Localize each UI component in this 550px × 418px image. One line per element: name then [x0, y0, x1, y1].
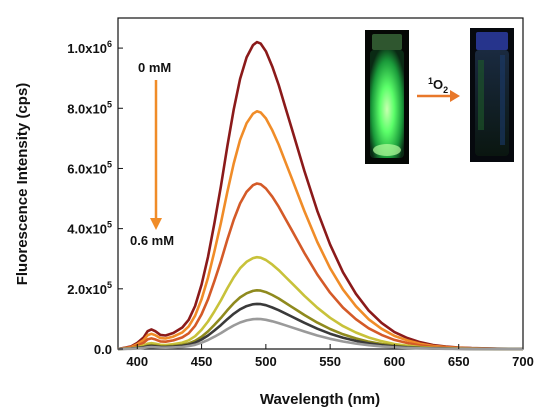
series-line-7 — [117, 317, 523, 351]
series-layer — [117, 40, 524, 351]
singlet-oxygen-subscript: 2 — [443, 85, 448, 95]
y-axis: 0.0 2.0x105 4.0x105 6.0x105 8.0x105 1.0x106 — [67, 39, 123, 357]
inset-reaction-arrow: 1O2 — [417, 76, 460, 102]
inset-vial-bright — [365, 30, 409, 164]
series-line-5 — [117, 289, 524, 351]
series-line-2 — [117, 110, 524, 351]
x-axis: 400 450 500 550 600 650 700 — [126, 344, 534, 369]
y-tick-label: 0.0 — [94, 342, 112, 357]
series-line-4 — [117, 255, 524, 351]
series-line-3 — [117, 182, 524, 351]
x-tick-label: 450 — [191, 354, 213, 369]
y-tick-label: 6.0x105 — [67, 159, 112, 176]
y-tick-label: 2.0x105 — [67, 280, 112, 297]
start-concentration-label: 0 mM — [138, 60, 171, 75]
x-tick-label: 400 — [126, 354, 148, 369]
x-axis-title: Wavelength (nm) — [260, 391, 380, 408]
y-axis-title: Fluorescence Intensity (cps) — [14, 83, 31, 286]
x-tick-label: 500 — [255, 354, 277, 369]
plot-area — [117, 17, 524, 350]
end-concentration-label: 0.6 mM — [130, 233, 174, 248]
inset-vial-dark — [470, 28, 514, 162]
y-tick-label: 1.0x106 — [67, 39, 112, 56]
series-line-1 — [117, 40, 524, 351]
x-tick-label: 550 — [319, 354, 341, 369]
x-tick-label: 650 — [448, 354, 470, 369]
x-tick-label: 700 — [512, 354, 534, 369]
y-tick-label: 4.0x105 — [67, 220, 112, 237]
svg-text:1O2: 1O2 — [428, 76, 448, 95]
y-tick-label: 8.0x105 — [67, 99, 112, 116]
singlet-oxygen-symbol: O — [433, 77, 443, 92]
x-tick-label: 600 — [384, 354, 406, 369]
singlet-oxygen-superscript: 1 — [428, 76, 433, 86]
concentration-arrow — [150, 80, 162, 230]
